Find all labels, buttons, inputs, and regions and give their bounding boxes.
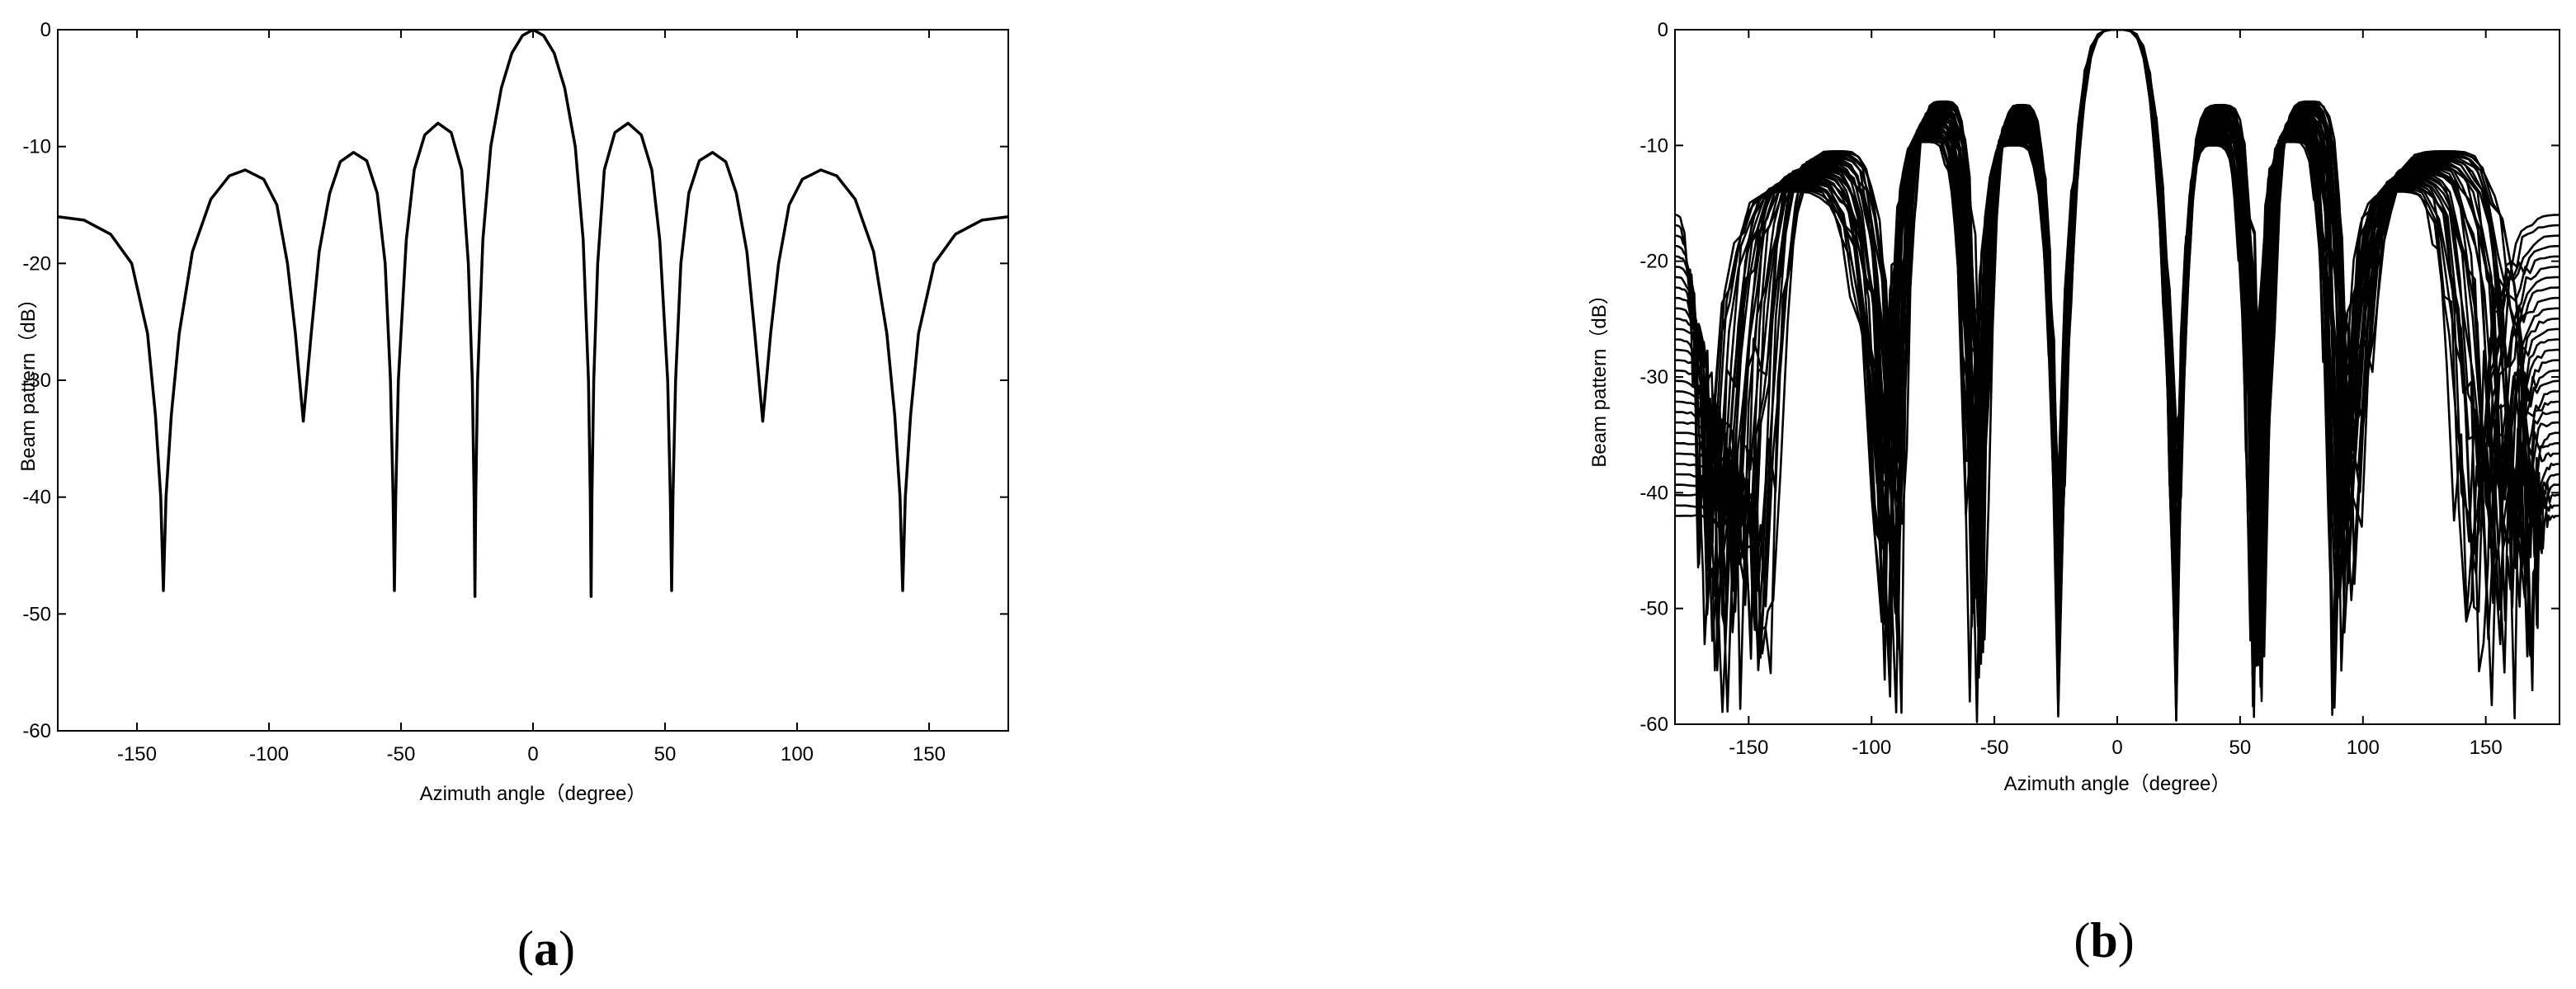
y-tick-label: -30 — [22, 370, 51, 392]
y-tick-label: -20 — [1639, 251, 1668, 273]
series-line — [58, 30, 1008, 598]
series-line — [1675, 30, 2559, 674]
series-line — [1675, 30, 2559, 709]
x-axis: -150 -100 -50 0 50 100 150 — [117, 30, 946, 765]
x-axis: -150 -100 -50 0 50 100 150 — [1729, 30, 2503, 759]
y-axis: 0 -10 -20 -30 -40 -50 -60 — [1639, 19, 2559, 736]
x-tick-label: -100 — [1852, 737, 1891, 759]
plot-lines — [1675, 30, 2559, 723]
series-line — [1675, 30, 2559, 676]
series-line — [1675, 30, 2559, 714]
series-line — [1675, 30, 2559, 659]
plot-frame — [1674, 29, 2560, 725]
x-tick-label: -150 — [1729, 737, 1768, 759]
y-tick-label: -60 — [1639, 713, 1668, 736]
panel-label-b: (b) — [2074, 913, 2134, 968]
y-axis: 0 -10 -20 -30 -40 -50 -60 — [22, 19, 1008, 742]
y-tick-label: -10 — [22, 136, 51, 158]
series-line — [1675, 30, 2559, 707]
panel-label-open: ( — [517, 921, 534, 976]
x-tick-label: 0 — [527, 743, 538, 765]
x-tick-label: -150 — [117, 743, 157, 765]
y-tick-label: 0 — [1658, 19, 1668, 41]
x-tick-label: 0 — [2111, 737, 2122, 759]
panel-label-letter: b — [2090, 913, 2117, 968]
x-tick-label: 50 — [2229, 737, 2252, 759]
series-line — [1675, 30, 2559, 716]
panel-label-letter: a — [534, 921, 559, 976]
series-line — [1675, 30, 2559, 723]
y-tick-label: -60 — [22, 720, 51, 742]
panel-label-open: ( — [2074, 913, 2090, 968]
series-line — [1675, 30, 2559, 698]
x-tick-label: -100 — [249, 743, 289, 765]
y-tick-label: -20 — [22, 252, 51, 275]
series-line — [1675, 30, 2559, 721]
y-axis-label: Beam pattern（dB） — [1588, 285, 1611, 467]
chart-panel-b: -150 -100 -50 0 50 100 150 0 -10 -20 -30 -40 -50 -60… — [1588, 19, 2560, 968]
chart-panel-a: -150 -100 -50 0 50 100 150 0 -10 -20 -30 -40 -50 -60… — [17, 19, 1009, 976]
series-line — [1675, 30, 2559, 699]
series-line — [1675, 30, 2559, 654]
x-tick-label: 100 — [2347, 737, 2380, 759]
x-tick-label: -50 — [1980, 737, 2009, 759]
x-tick-label: 150 — [913, 743, 946, 765]
plot-lines — [58, 30, 1008, 598]
x-tick-label: 100 — [781, 743, 814, 765]
y-tick-label: -40 — [22, 487, 51, 509]
series-line — [1675, 30, 2559, 677]
x-axis-label: Azimuth angle（degree） — [2004, 773, 2231, 795]
x-tick-label: -50 — [387, 743, 416, 765]
series-line — [1675, 30, 2559, 704]
series-line — [1675, 30, 2559, 671]
y-tick-label: -50 — [1639, 598, 1668, 620]
series-line — [1675, 30, 2559, 615]
panel-label-a: (a) — [517, 921, 575, 976]
y-axis-label: Beam pattern（dB） — [17, 289, 40, 471]
panel-label-close: ) — [559, 921, 575, 976]
plot-frame — [57, 29, 1009, 732]
series-line — [1675, 30, 2559, 658]
series-line — [1675, 30, 2559, 710]
y-tick-label: -50 — [22, 603, 51, 625]
panel-label-close: ) — [2118, 913, 2135, 968]
x-axis-label: Azimuth angle（degree） — [420, 783, 647, 805]
series-line — [1675, 30, 2559, 630]
x-tick-label: 50 — [654, 743, 677, 765]
y-tick-label: -30 — [1639, 366, 1668, 389]
y-tick-label: 0 — [40, 19, 51, 41]
y-tick-label: -10 — [1639, 134, 1668, 157]
y-tick-label: -40 — [1639, 482, 1668, 504]
x-tick-label: 150 — [2470, 737, 2503, 759]
